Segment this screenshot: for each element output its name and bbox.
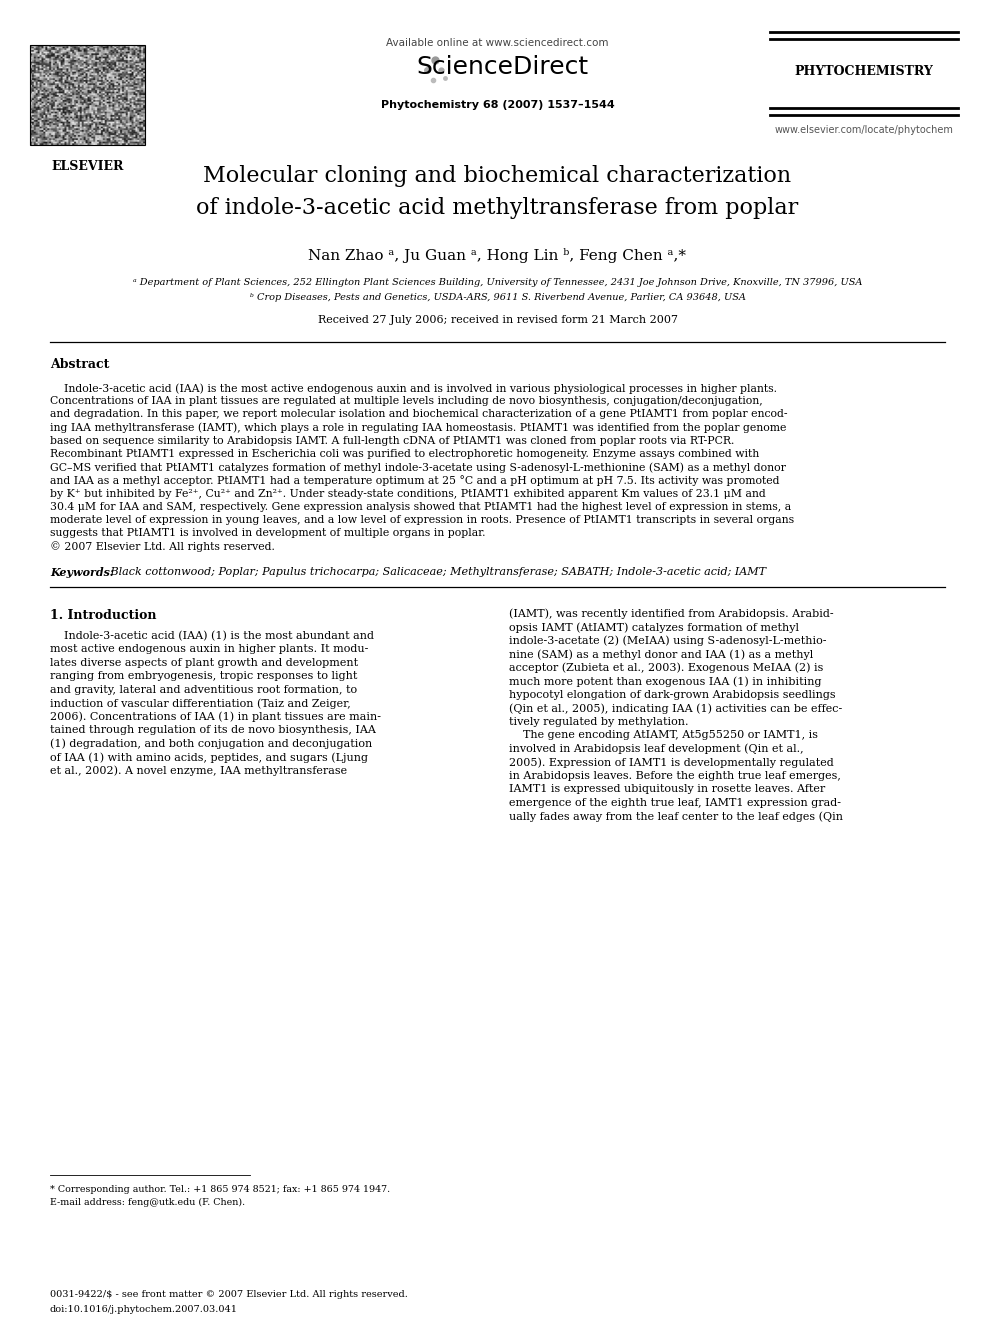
Text: 2005). Expression of IAMT1 is developmentally regulated: 2005). Expression of IAMT1 is developmen… [509, 757, 833, 767]
Text: PHYTOCHEMISTRY: PHYTOCHEMISTRY [795, 65, 933, 78]
Text: ELSEVIER: ELSEVIER [52, 160, 124, 173]
Text: et al., 2002). A novel enzyme, IAA methyltransferase: et al., 2002). A novel enzyme, IAA methy… [50, 766, 347, 777]
Text: Indole-3-acetic acid (IAA) is the most active endogenous auxin and is involved i: Indole-3-acetic acid (IAA) is the most a… [50, 382, 777, 393]
Text: IAMT1 is expressed ubiquitously in rosette leaves. After: IAMT1 is expressed ubiquitously in roset… [509, 785, 825, 794]
Text: 30.4 μM for IAA and SAM, respectively. Gene expression analysis showed that PtIA: 30.4 μM for IAA and SAM, respectively. G… [50, 501, 792, 512]
Text: and degradation. In this paper, we report molecular isolation and biochemical ch: and degradation. In this paper, we repor… [50, 409, 788, 419]
Text: Concentrations of IAA in plant tissues are regulated at multiple levels includin: Concentrations of IAA in plant tissues a… [50, 396, 763, 406]
Text: lates diverse aspects of plant growth and development: lates diverse aspects of plant growth an… [50, 658, 358, 668]
Text: based on sequence similarity to Arabidopsis IAMT. A full-length cDNA of PtIAMT1 : based on sequence similarity to Arabidop… [50, 435, 734, 446]
Text: ranging from embryogenesis, tropic responses to light: ranging from embryogenesis, tropic respo… [50, 671, 357, 681]
Bar [30, 45, 145, 146]
Text: opsis IAMT (AtIAMT) catalyzes formation of methyl: opsis IAMT (AtIAMT) catalyzes formation … [509, 622, 799, 632]
Text: most active endogenous auxin in higher plants. It modu-: most active endogenous auxin in higher p… [50, 644, 368, 654]
Text: Recombinant PtIAMT1 expressed in Escherichia coli was purified to electrophoreti: Recombinant PtIAMT1 expressed in Escheri… [50, 448, 759, 459]
Text: hypocotyl elongation of dark-grown Arabidopsis seedlings: hypocotyl elongation of dark-grown Arabi… [509, 689, 835, 700]
Text: © 2007 Elsevier Ltd. All rights reserved.: © 2007 Elsevier Ltd. All rights reserved… [50, 541, 275, 552]
Text: ᵃ Department of Plant Sciences, 252 Ellington Plant Sciences Building, Universit: ᵃ Department of Plant Sciences, 252 Elli… [133, 278, 862, 287]
Text: in Arabidopsis leaves. Before the eighth true leaf emerges,: in Arabidopsis leaves. Before the eighth… [509, 770, 841, 781]
Text: ScienceDirect: ScienceDirect [417, 56, 588, 79]
Text: Available online at www.sciencedirect.com: Available online at www.sciencedirect.co… [386, 38, 609, 48]
Text: suggests that PtIAMT1 is involved in development of multiple organs in poplar.: suggests that PtIAMT1 is involved in dev… [50, 528, 485, 538]
Text: Black cottonwood; Poplar; Papulus trichocarpa; Salicaceae; Methyltransferase; SA: Black cottonwood; Poplar; Papulus tricho… [107, 566, 766, 577]
Text: by K⁺ but inhibited by Fe²⁺, Cu²⁺ and Zn²⁺. Under steady-state conditions, PtIAM: by K⁺ but inhibited by Fe²⁺, Cu²⁺ and Zn… [50, 488, 766, 499]
Text: much more potent than exogenous IAA (1) in inhibiting: much more potent than exogenous IAA (1) … [509, 676, 821, 687]
Text: ing IAA methyltransferase (IAMT), which plays a role in regulating IAA homeostas: ing IAA methyltransferase (IAMT), which … [50, 422, 787, 433]
Text: 0031-9422/$ - see front matter © 2007 Elsevier Ltd. All rights reserved.: 0031-9422/$ - see front matter © 2007 El… [50, 1290, 408, 1299]
Text: Keywords:: Keywords: [50, 566, 114, 578]
Text: Indole-3-acetic acid (IAA) (1) is the most abundant and: Indole-3-acetic acid (IAA) (1) is the mo… [50, 631, 374, 640]
Text: (1) degradation, and both conjugation and deconjugation: (1) degradation, and both conjugation an… [50, 738, 372, 749]
Text: (IAMT), was recently identified from Arabidopsis. Arabid-: (IAMT), was recently identified from Ara… [509, 609, 833, 619]
Text: ually fades away from the leaf center to the leaf edges (Qin: ually fades away from the leaf center to… [509, 811, 843, 822]
Text: 2006). Concentrations of IAA (1) in plant tissues are main-: 2006). Concentrations of IAA (1) in plan… [50, 712, 381, 722]
Text: The gene encoding AtIAMT, At5g55250 or IAMT1, is: The gene encoding AtIAMT, At5g55250 or I… [509, 730, 818, 740]
Text: Phytochemistry 68 (2007) 1537–1544: Phytochemistry 68 (2007) 1537–1544 [381, 101, 614, 110]
Text: Nan Zhao ᵃ, Ju Guan ᵃ, Hong Lin ᵇ, Feng Chen ᵃ,*: Nan Zhao ᵃ, Ju Guan ᵃ, Hong Lin ᵇ, Feng … [309, 247, 686, 263]
Text: ᵇ Crop Diseases, Pests and Genetics, USDA-ARS, 9611 S. Riverbend Avenue, Parlier: ᵇ Crop Diseases, Pests and Genetics, USD… [250, 292, 745, 302]
Text: moderate level of expression in young leaves, and a low level of expression in r: moderate level of expression in young le… [50, 515, 795, 525]
Text: E-mail address: feng@utk.edu (F. Chen).: E-mail address: feng@utk.edu (F. Chen). [50, 1199, 245, 1207]
Text: and IAA as a methyl acceptor. PtIAMT1 had a temperature optimum at 25 °C and a p: and IAA as a methyl acceptor. PtIAMT1 ha… [50, 475, 780, 487]
Text: involved in Arabidopsis leaf development (Qin et al.,: involved in Arabidopsis leaf development… [509, 744, 804, 754]
Text: (Qin et al., 2005), indicating IAA (1) activities can be effec-: (Qin et al., 2005), indicating IAA (1) a… [509, 703, 842, 713]
Text: doi:10.1016/j.phytochem.2007.03.041: doi:10.1016/j.phytochem.2007.03.041 [50, 1304, 238, 1314]
Text: emergence of the eighth true leaf, IAMT1 expression grad-: emergence of the eighth true leaf, IAMT1… [509, 798, 841, 807]
Text: tively regulated by methylation.: tively regulated by methylation. [509, 717, 688, 726]
Text: induction of vascular differentiation (Taiz and Zeiger,: induction of vascular differentiation (T… [50, 699, 351, 709]
Text: 1. Introduction: 1. Introduction [50, 609, 157, 622]
Text: acceptor (Zubieta et al., 2003). Exogenous MeIAA (2) is: acceptor (Zubieta et al., 2003). Exogeno… [509, 663, 823, 673]
Text: www.elsevier.com/locate/phytochem: www.elsevier.com/locate/phytochem [775, 124, 953, 135]
Text: GC–MS verified that PtIAMT1 catalyzes formation of methyl indole-3-acetate using: GC–MS verified that PtIAMT1 catalyzes fo… [50, 462, 786, 472]
Text: of IAA (1) with amino acids, peptides, and sugars (Ljung: of IAA (1) with amino acids, peptides, a… [50, 751, 368, 762]
Text: and gravity, lateral and adventitious root formation, to: and gravity, lateral and adventitious ro… [50, 684, 357, 695]
Text: tained through regulation of its de novo biosynthesis, IAA: tained through regulation of its de novo… [50, 725, 376, 736]
Text: * Corresponding author. Tel.: +1 865 974 8521; fax: +1 865 974 1947.: * Corresponding author. Tel.: +1 865 974… [50, 1185, 390, 1193]
Text: Molecular cloning and biochemical characterization: Molecular cloning and biochemical charac… [203, 165, 792, 187]
Text: nine (SAM) as a methyl donor and IAA (1) as a methyl: nine (SAM) as a methyl donor and IAA (1)… [509, 650, 813, 660]
Text: Received 27 July 2006; received in revised form 21 March 2007: Received 27 July 2006; received in revis… [317, 315, 678, 325]
Text: indole-3-acetate (2) (MeIAA) using S-adenosyl-L-methio-: indole-3-acetate (2) (MeIAA) using S-ade… [509, 635, 826, 646]
Text: of indole-3-acetic acid methyltransferase from poplar: of indole-3-acetic acid methyltransferas… [196, 197, 799, 220]
Text: Abstract: Abstract [50, 359, 109, 370]
